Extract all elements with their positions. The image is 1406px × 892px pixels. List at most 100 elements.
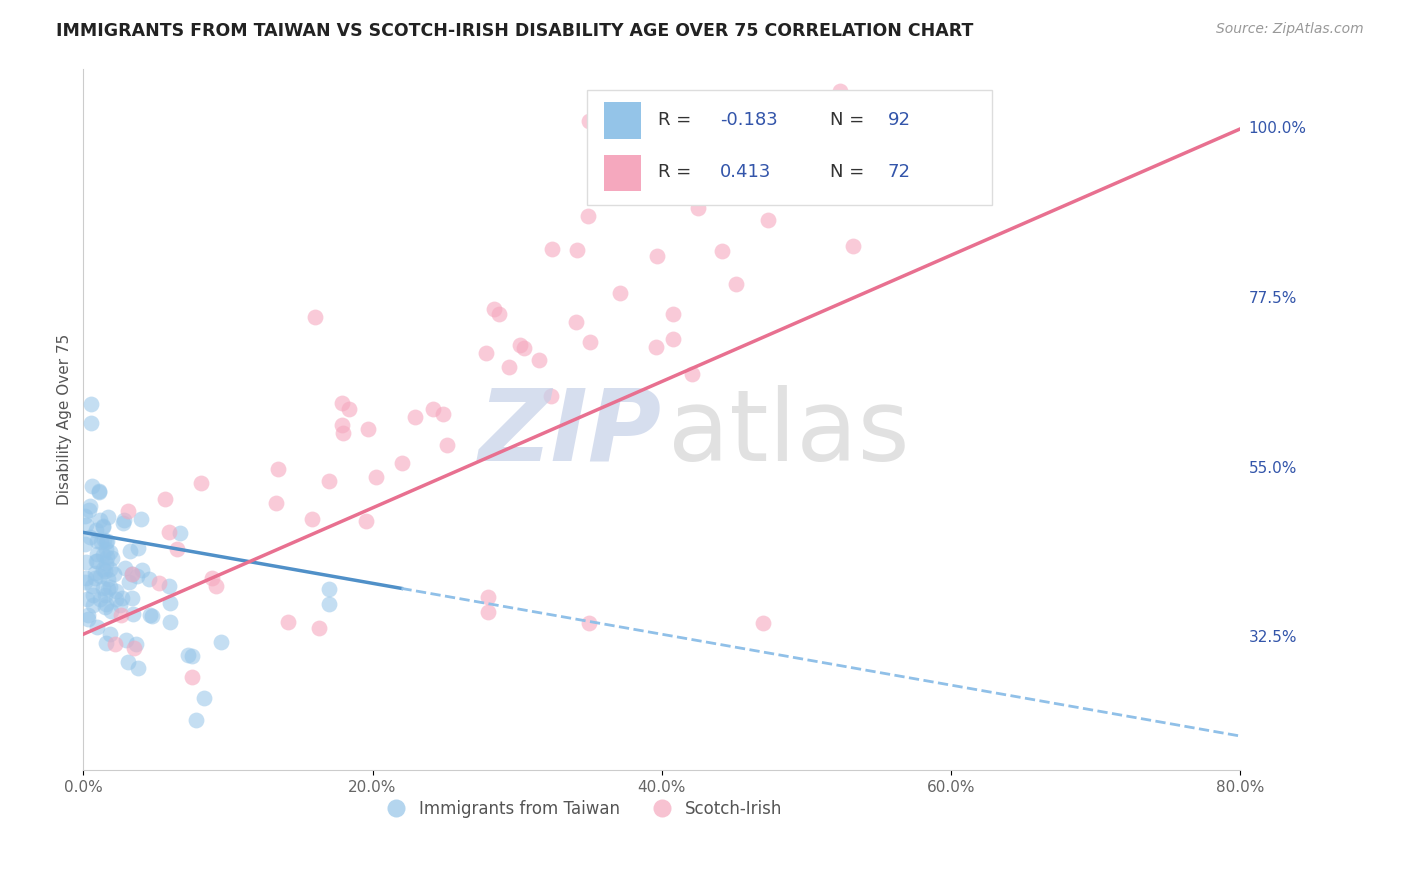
Point [89, 592, 111, 607]
Point [112, 513, 135, 527]
Point [318, 597, 340, 611]
Point [77, 608, 100, 623]
Point [209, 635, 232, 649]
Point [117, 655, 139, 669]
Point [127, 541, 149, 555]
Point [104, 591, 127, 606]
Point [201, 571, 224, 585]
Text: R =: R = [658, 163, 692, 181]
Point [96, 597, 118, 611]
Point [509, 338, 531, 352]
Point [91, 581, 114, 595]
Point [337, 401, 360, 416]
Point [193, 690, 215, 705]
Point [828, 84, 851, 98]
Point [111, 591, 134, 605]
Point [432, 408, 454, 422]
Point [662, 333, 685, 347]
Point [180, 648, 202, 663]
Point [121, 567, 143, 582]
Point [103, 567, 125, 582]
Point [96, 550, 118, 565]
Point [97, 582, 120, 597]
Point [301, 511, 323, 525]
Point [75, 575, 97, 590]
Point [84, 523, 107, 537]
Point [97, 510, 120, 524]
Point [166, 541, 188, 556]
Point [114, 561, 136, 575]
Point [89, 513, 111, 527]
Text: 92: 92 [887, 111, 911, 128]
Text: atlas: atlas [668, 384, 910, 482]
Point [422, 402, 444, 417]
Text: 0.413: 0.413 [720, 163, 770, 181]
Point [101, 551, 124, 566]
Point [769, 125, 792, 139]
Point [184, 713, 207, 727]
Point [89, 569, 111, 583]
Point [79, 500, 101, 514]
Point [82, 599, 104, 613]
Point [125, 637, 148, 651]
Point [354, 514, 377, 528]
Point [131, 563, 153, 577]
Point [565, 314, 588, 328]
Text: R =: R = [658, 111, 692, 128]
Point [75, 518, 97, 533]
Text: -0.183: -0.183 [720, 111, 778, 128]
Point [94, 636, 117, 650]
Point [318, 474, 340, 488]
Point [477, 590, 499, 604]
Point [80, 579, 103, 593]
Point [98, 627, 121, 641]
Point [98, 561, 121, 575]
Point [94, 535, 117, 549]
Point [190, 475, 212, 490]
Text: N =: N = [830, 163, 863, 181]
Point [86, 620, 108, 634]
Point [772, 127, 794, 141]
Point [83, 566, 105, 580]
Point [94, 588, 117, 602]
Point [76, 591, 98, 606]
Point [127, 661, 149, 675]
Point [308, 621, 330, 635]
Point [204, 578, 226, 592]
Point [98, 545, 121, 559]
Point [662, 307, 685, 321]
Point [80, 479, 103, 493]
Point [138, 572, 160, 586]
Point [364, 469, 387, 483]
Point [484, 302, 506, 317]
Point [84, 571, 107, 585]
Point [105, 584, 128, 599]
Point [141, 609, 163, 624]
Point [93, 533, 115, 548]
Point [565, 244, 588, 258]
Point [304, 310, 326, 325]
Point [90, 535, 112, 549]
Point [332, 425, 354, 440]
Point [87, 484, 110, 499]
Point [75, 554, 97, 568]
Point [79, 416, 101, 430]
Point [91, 520, 114, 534]
Point [121, 591, 143, 605]
Point [98, 580, 121, 594]
Point [79, 397, 101, 411]
Point [112, 516, 135, 531]
Point [94, 564, 117, 578]
Point [475, 346, 498, 360]
Point [121, 567, 143, 582]
Point [159, 596, 181, 610]
Point [752, 615, 775, 630]
Point [139, 607, 162, 622]
Point [267, 461, 290, 475]
Point [94, 541, 117, 556]
Point [148, 576, 170, 591]
Point [157, 525, 180, 540]
Point [498, 360, 520, 375]
Point [318, 582, 340, 596]
Point [73, 509, 96, 524]
